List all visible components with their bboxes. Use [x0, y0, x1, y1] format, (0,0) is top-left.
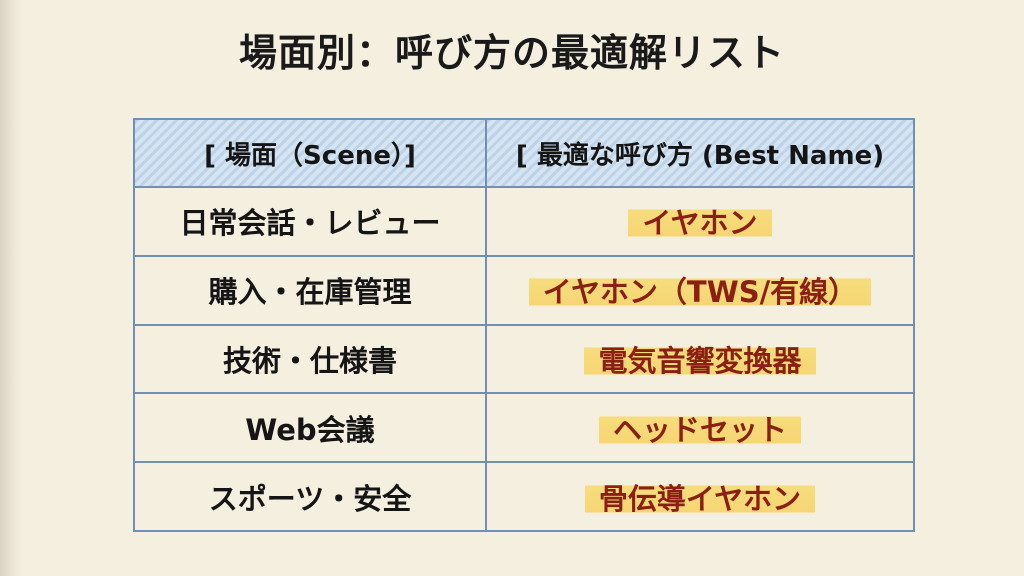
- best-name-highlight: ヘッドセット: [598, 410, 801, 449]
- scene-cell: スポーツ・安全: [133, 461, 487, 532]
- scene-cell: 日常会話・レビュー: [133, 186, 487, 257]
- header-scene: [ 場面（Scene）]: [133, 118, 487, 188]
- scene-cell: 技術・仕様書: [133, 323, 487, 395]
- best-name-cell: イヤホン（TWS/有線）: [485, 254, 915, 326]
- table-row: 技術・仕様書 電気音響変換器: [133, 323, 915, 395]
- table-row: 日常会話・レビュー イヤホン: [133, 186, 915, 257]
- table-row: 購入・在庫管理 イヤホン（TWS/有線）: [133, 254, 915, 326]
- best-name-cell: ヘッドセット: [485, 392, 915, 464]
- best-name-highlight: イヤホン（TWS/有線）: [528, 273, 872, 312]
- table-row: スポーツ・安全 骨伝導イヤホン: [133, 461, 915, 532]
- table-header-row: [ 場面（Scene）] [ 最適な呼び方 (Best Name): [133, 118, 915, 188]
- scene-cell: 購入・在庫管理: [133, 254, 487, 326]
- best-name-highlight: 骨伝導イヤホン: [584, 479, 816, 518]
- scene-cell: Web会議: [133, 392, 487, 464]
- table-row: Web会議 ヘッドセット: [133, 392, 915, 464]
- best-name-cell: 骨伝導イヤホン: [485, 461, 915, 532]
- best-name-highlight: イヤホン: [628, 204, 772, 243]
- scene-name-table: [ 場面（Scene）] [ 最適な呼び方 (Best Name) 日常会話・レ…: [133, 118, 915, 532]
- page-title: 場面別：呼び方の最適解リスト: [238, 31, 785, 75]
- page-edge: [0, 0, 22, 576]
- best-name-cell: 電気音響変換器: [485, 323, 915, 395]
- header-best-name: [ 最適な呼び方 (Best Name): [485, 118, 915, 188]
- best-name-cell: イヤホン: [485, 186, 915, 257]
- best-name-highlight: 電気音響変換器: [584, 341, 816, 380]
